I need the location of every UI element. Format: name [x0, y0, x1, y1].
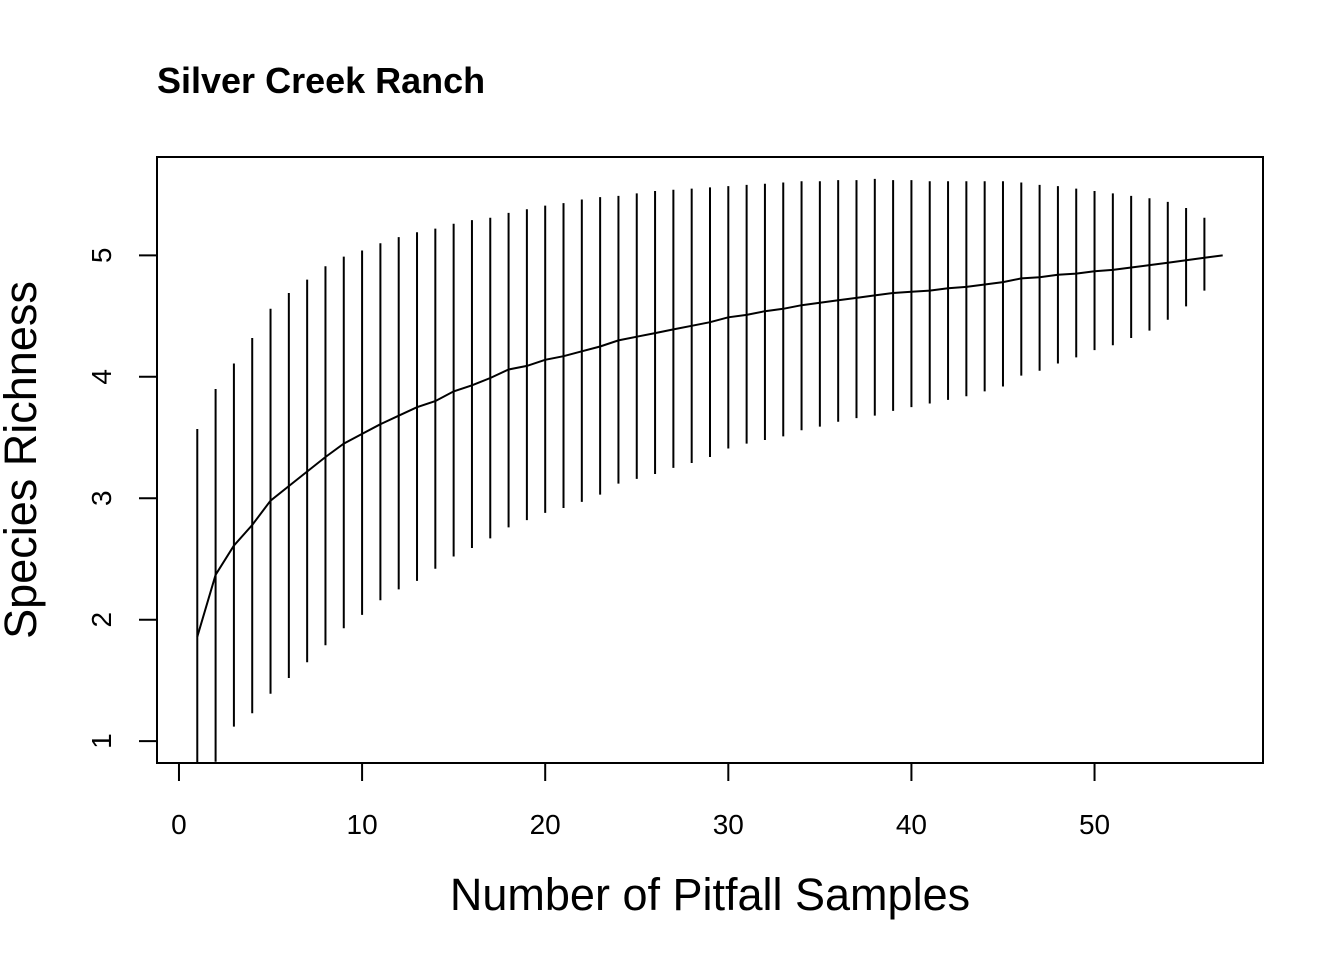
chart-title: Silver Creek Ranch	[157, 60, 485, 101]
y-tick-label: 4	[86, 369, 117, 385]
y-axis: 1 2 3 4 5	[86, 248, 158, 749]
x-tick-label: 20	[530, 809, 561, 840]
y-tick-label: 5	[86, 248, 117, 264]
y-tick-label: 3	[86, 490, 117, 506]
series-line	[196, 254, 1223, 637]
y-tick-label: 2	[86, 612, 117, 628]
x-tick-label: 0	[171, 809, 187, 840]
y-axis-label: Species Richness	[0, 281, 46, 639]
x-tick-label: 10	[347, 809, 378, 840]
x-tick-label: 30	[713, 809, 744, 840]
error-bars	[196, 178, 1206, 763]
y-tick-label: 1	[86, 733, 117, 749]
x-tick-label: 50	[1079, 809, 1110, 840]
x-axis: 0 10 20 30 40 50	[171, 762, 1110, 840]
x-axis-label: Number of Pitfall Samples	[450, 869, 970, 920]
x-tick-label: 40	[896, 809, 927, 840]
